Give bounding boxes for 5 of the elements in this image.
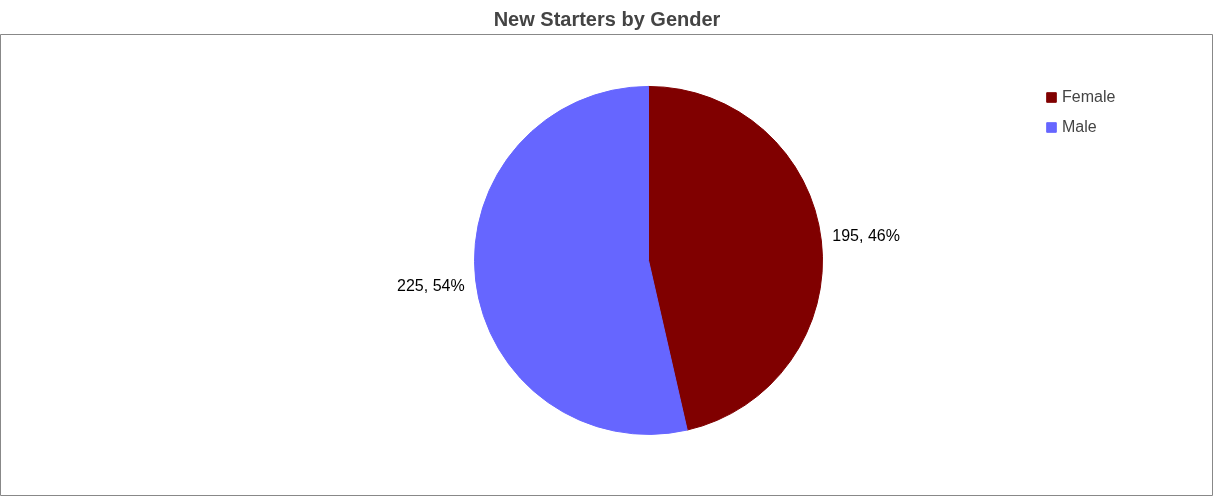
data-label: 195, 46% (832, 227, 900, 245)
chart-title: New Starters by Gender (493, 7, 721, 30)
legend-label: Male (1062, 118, 1097, 136)
legend-label: Female (1062, 88, 1116, 106)
data-label: 225, 54% (397, 276, 465, 294)
